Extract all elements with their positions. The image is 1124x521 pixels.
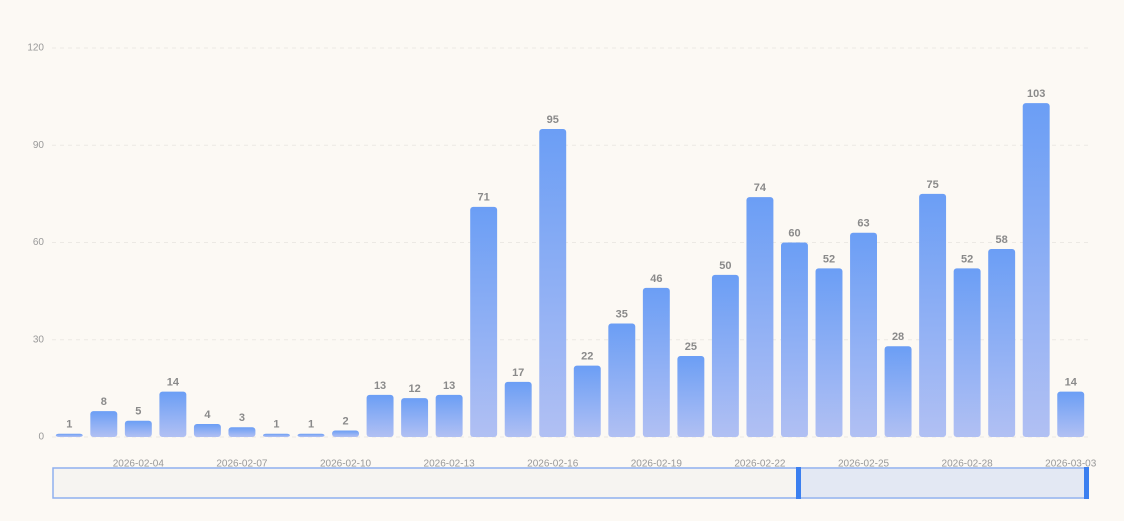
bar [332,430,360,437]
value-label: 50 [719,260,731,272]
bar [780,242,808,437]
x-tick-label: 2026-02-13 [424,459,476,470]
x-tick-label: 2026-02-07 [216,459,268,470]
value-label: 63 [857,218,869,230]
value-label: 14 [1065,377,1078,389]
value-label: 14 [167,377,180,389]
zoom-handle[interactable] [796,467,801,499]
value-label: 58 [996,234,1008,246]
bar [1022,103,1050,437]
bar [711,274,739,437]
bar [884,346,912,437]
value-label: 1 [66,419,72,431]
value-label: 8 [101,396,107,408]
x-tick-label: 2026-03-03 [1045,459,1097,470]
value-label: 60 [788,227,800,239]
bar [193,424,221,437]
value-label: 22 [581,351,593,363]
data-zoom[interactable] [52,467,1089,499]
x-tick-label: 2026-02-25 [838,459,890,470]
bar [539,129,567,437]
value-label: 13 [443,380,455,392]
bar [850,232,878,437]
bar [988,248,1016,437]
value-label: 52 [823,253,835,265]
x-tick-label: 2026-02-28 [942,459,994,470]
bar [159,391,187,437]
bar [919,193,947,437]
bar [504,381,532,437]
bar [262,433,290,437]
value-label: 52 [961,253,973,265]
x-tick-label: 2026-02-04 [113,459,165,470]
bar [297,433,325,437]
bar [573,365,601,437]
y-tick-label: 30 [33,334,45,345]
zoom-handle[interactable] [1084,467,1089,499]
x-tick-label: 2026-02-16 [527,459,579,470]
x-tick-label: 2026-02-22 [734,459,786,470]
bar [677,355,705,437]
bar [55,433,83,437]
bar [366,394,394,437]
bar [401,398,429,437]
y-tick-label: 120 [27,43,44,54]
value-label: 71 [478,192,490,204]
y-tick-label: 0 [38,432,44,443]
value-label: 74 [754,182,767,194]
value-label: 95 [547,114,559,126]
value-label: 5 [135,406,141,418]
value-label: 75 [926,179,938,191]
value-label: 13 [374,380,386,392]
y-tick-label: 60 [33,237,45,248]
bar [228,427,256,437]
bar [642,287,670,437]
value-label: 3 [239,412,245,424]
value-label: 103 [1027,88,1045,100]
zoom-window[interactable] [800,469,1086,497]
value-label: 1 [273,419,279,431]
value-label: 2 [342,415,348,427]
value-label: 28 [892,331,904,343]
bar [90,411,118,437]
bar [435,394,463,437]
value-label: 12 [408,383,420,395]
value-label: 1 [308,419,314,431]
value-label: 46 [650,273,662,285]
value-label: 35 [616,308,628,320]
value-label: 25 [685,341,697,353]
bar [815,268,843,437]
bar [608,323,636,437]
value-label: 17 [512,367,524,379]
bar [124,420,152,437]
bar [1057,391,1085,437]
bar [953,268,981,437]
bar [746,197,774,437]
x-tick-label: 2026-02-19 [631,459,683,470]
value-label: 4 [204,409,211,421]
y-tick-label: 90 [33,140,45,151]
x-tick-label: 2026-02-10 [320,459,372,470]
bar [470,206,498,437]
